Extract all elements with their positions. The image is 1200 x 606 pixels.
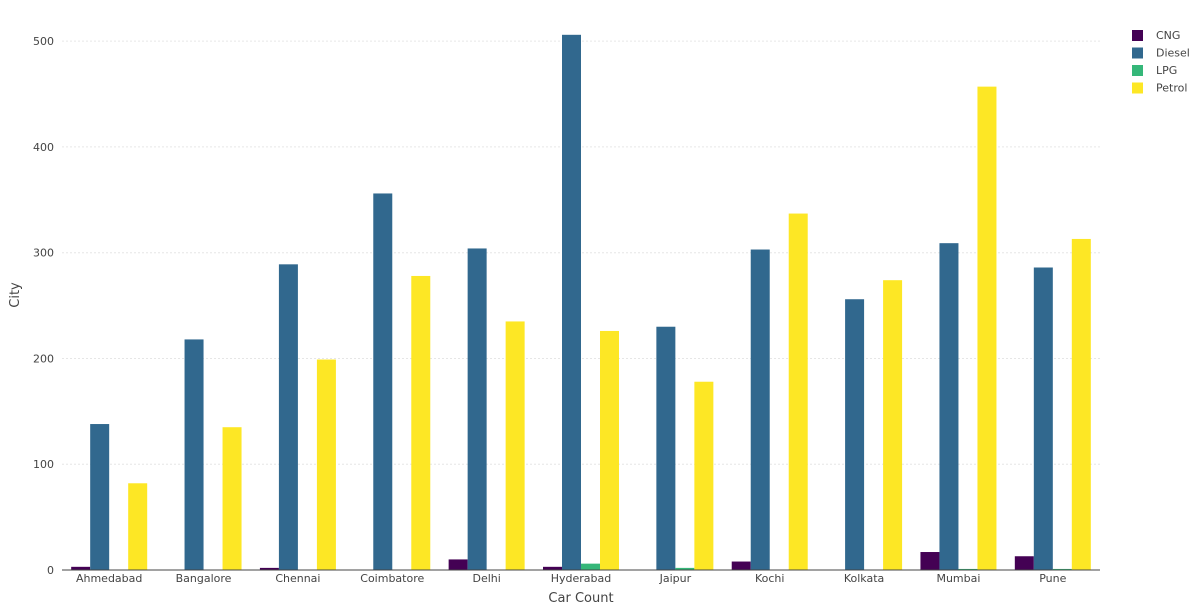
x-tick-label: Coimbatore [360,572,424,585]
legend-label-diesel[interactable]: Diesel [1156,47,1190,60]
bar-diesel-kochi[interactable] [750,249,770,570]
x-tick-label: Mumbai [936,572,980,585]
x-tick-label: Pune [1039,572,1066,585]
bar-cng-hyderabad[interactable] [543,566,562,570]
bar-cng-pune[interactable] [1014,556,1034,570]
bar-lpg-pune[interactable] [1052,568,1072,570]
bars [71,34,1091,571]
y-tick-label: 100 [33,458,54,471]
legend-label-cng[interactable]: CNG [1156,29,1180,42]
legend-swatch-cng[interactable] [1132,30,1143,41]
bar-diesel-delhi[interactable] [467,248,487,570]
bar-petrol-pune[interactable] [1071,238,1091,570]
x-tick-label: Jaipur [659,572,692,585]
bar-lpg-hyderabad[interactable] [581,563,600,570]
bar-cng-delhi[interactable] [448,559,468,570]
legend-swatch-diesel[interactable] [1132,47,1143,59]
x-tick-label: Delhi [472,572,500,585]
x-tick-labels: Ahmedabad Bangalore Chennai Coimbatore Delhi… [76,572,1067,585]
bar-diesel-hyderabad[interactable] [562,34,581,571]
bar-cng-mumbai[interactable] [920,552,940,570]
bar-diesel-jaipur[interactable] [656,326,676,570]
bar-diesel-mumbai[interactable] [939,243,959,570]
y-tick-label: 300 [33,247,54,260]
x-tick-label: Chennai [275,572,320,585]
bar-cng-chennai[interactable] [259,567,279,570]
bar-petrol-kochi[interactable] [788,213,808,571]
y-tick-label: 400 [33,141,54,154]
bar-petrol-kolkata[interactable] [883,280,903,570]
legend[interactable]: CNG Diesel LPG Petrol [1132,29,1190,95]
x-tick-label: Ahmedabad [76,572,142,585]
legend-label-petrol[interactable]: Petrol [1156,82,1187,95]
legend-swatch-lpg[interactable] [1132,65,1143,76]
x-tick-label: Kolkata [844,572,884,585]
bar-petrol-coimbatore[interactable] [411,275,431,570]
x-axis-title: Car Count [548,591,613,606]
bar-diesel-bangalore[interactable] [184,339,204,570]
bar-diesel-coimbatore[interactable] [373,193,393,570]
bar-petrol-ahmedabad[interactable] [128,483,148,570]
y-axis-title: City [8,282,23,308]
bar-diesel-chennai[interactable] [278,264,298,570]
bar-petrol-mumbai[interactable] [977,86,997,570]
bar-cng-kochi[interactable] [731,561,751,570]
bar-diesel-pune[interactable] [1033,267,1053,571]
bar-petrol-delhi[interactable] [505,321,525,570]
legend-swatch-petrol[interactable] [1132,82,1143,94]
y-tick-label: 0 [47,564,54,577]
bar-petrol-bangalore[interactable] [222,427,242,570]
bar-petrol-hyderabad[interactable] [600,330,619,570]
bar-petrol-jaipur[interactable] [694,381,714,570]
bar-petrol-chennai[interactable] [316,359,336,570]
y-tick-labels: 0 100 200 300 400 500 [33,35,54,577]
x-tick-label: Bangalore [176,572,232,585]
bar-diesel-kolkata[interactable] [845,299,865,570]
bar-lpg-mumbai[interactable] [958,568,978,570]
y-tick-label: 200 [33,352,54,365]
x-tick-label: Kochi [755,572,784,585]
x-tick-label: Hyderabad [551,572,612,585]
bar-lpg-jaipur[interactable] [675,567,695,570]
y-tick-label: 500 [33,35,54,48]
bar-cng-ahmedabad[interactable] [71,566,91,570]
legend-label-lpg[interactable]: LPG [1156,64,1177,77]
bar-diesel-ahmedabad[interactable] [90,424,110,570]
